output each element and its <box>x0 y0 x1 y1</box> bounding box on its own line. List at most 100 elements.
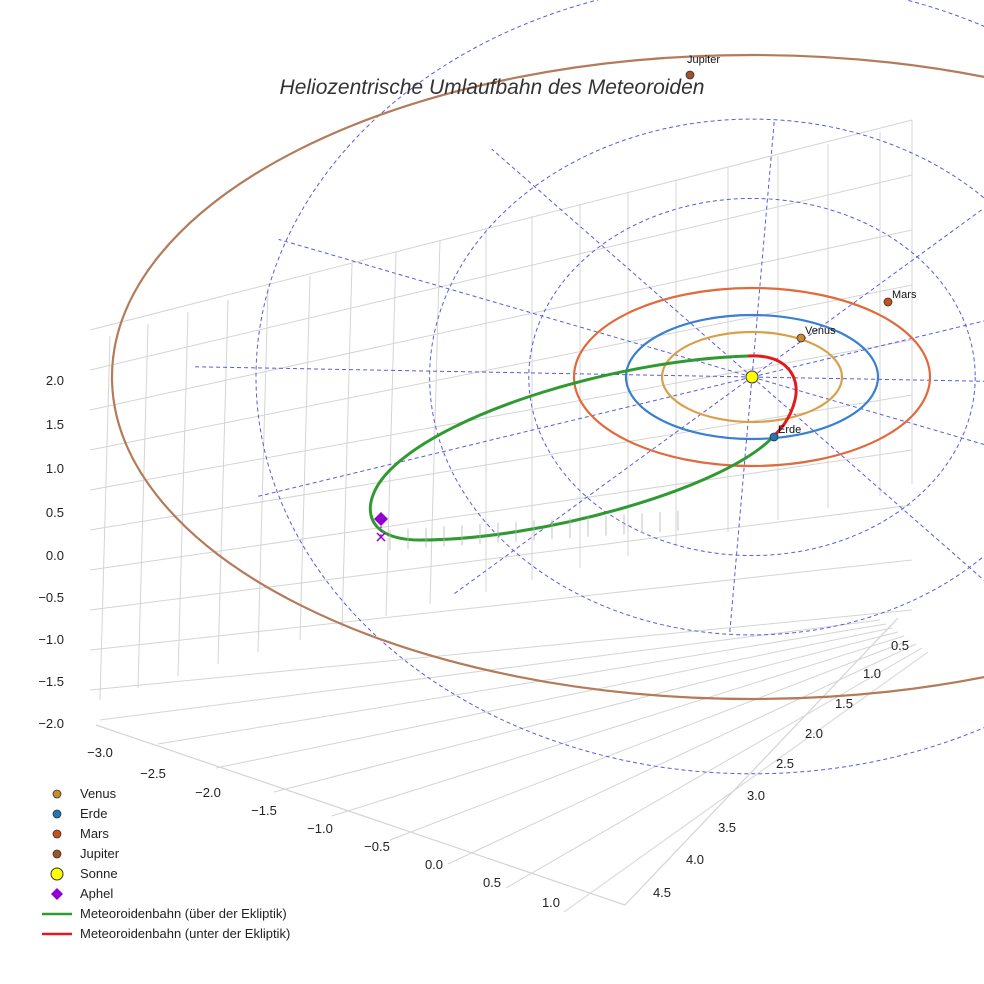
reference-ring-dashed <box>528 197 976 557</box>
reference-spoke-dashed <box>491 148 753 378</box>
floor-edge-right <box>624 617 899 906</box>
z-tick-label: 2.0 <box>46 373 64 388</box>
grid-horizontal-line <box>89 394 913 531</box>
grid-vertical-line <box>137 323 149 689</box>
z-tick-label: −1.0 <box>38 632 64 647</box>
erde-orbit <box>624 313 880 441</box>
grid-vertical-line <box>99 335 111 701</box>
markers: Venus Erde Mars Jupiter <box>374 54 917 542</box>
y-tick-label: 4.0 <box>686 852 704 867</box>
reference-spoke-dashed <box>751 376 984 581</box>
z-tick-label: 0.0 <box>46 548 64 563</box>
y-tick-label: 0.5 <box>891 638 909 653</box>
reference-spoke-dashed <box>751 320 984 378</box>
x-tick-label: −1.0 <box>307 821 333 836</box>
meteoroid-orbit-above <box>368 354 774 542</box>
legend-label: Jupiter <box>80 846 120 861</box>
grid-horizontal-line <box>89 174 913 371</box>
y-tick-label: 3.5 <box>718 820 736 835</box>
grid-vertical-line <box>299 275 311 641</box>
reference-spoke-dashed <box>192 366 753 378</box>
reference-spoke-dashed <box>729 376 753 635</box>
grid-horizontal-line <box>89 339 913 491</box>
legend-marker-diamond <box>51 888 63 900</box>
floor-edge-front <box>95 724 626 906</box>
legend-label: Erde <box>80 806 107 821</box>
z-tick-label: 1.0 <box>46 461 64 476</box>
mars-label: Mars <box>892 289 917 301</box>
reference-spoke-dashed <box>751 207 984 378</box>
grid-horizontal-line <box>89 229 913 411</box>
grid-vertical-line <box>341 263 353 629</box>
x-tick-label: 1.0 <box>542 895 560 910</box>
grid-horizontal-line <box>89 504 913 611</box>
reference-spoke-dashed <box>256 376 753 498</box>
reference-ring-dashed <box>255 0 984 775</box>
legend-label: Aphel <box>80 886 113 901</box>
reference-ring-dashed <box>429 118 984 636</box>
z-tick-label: −2.0 <box>38 716 64 731</box>
x-tick-label: 0.0 <box>425 857 443 872</box>
y-tick-label: 2.5 <box>776 756 794 771</box>
chart-title: Heliozentrische Umlaufbahn des Meteoroid… <box>280 76 705 99</box>
grid-vertical-line <box>257 287 269 653</box>
y-tick-label: 3.0 <box>747 788 765 803</box>
reference-spoke-dashed <box>751 376 984 445</box>
jupiter-marker <box>685 70 695 80</box>
legend-marker-dot <box>52 809 62 819</box>
floor-grid-line <box>215 627 893 769</box>
x-tick-label: −3.0 <box>87 745 113 760</box>
venus-label: Venus <box>805 325 836 337</box>
erde-label: Erde <box>778 424 801 436</box>
mars-orbit <box>572 286 932 468</box>
y-tick-label: 1.5 <box>835 696 853 711</box>
grid-horizontal-line <box>89 119 913 331</box>
reference-spoke-dashed <box>751 376 984 382</box>
legend-label: Venus <box>80 786 117 801</box>
legend-marker-dot <box>52 829 62 839</box>
grid-panes <box>89 119 929 913</box>
y-tick-label: 2.0 <box>805 726 823 741</box>
x-tick-label: −2.0 <box>195 785 221 800</box>
legend: Venus Erde Mars Jupiter Sonne Aphel Meteoroide… <box>42 786 290 941</box>
aphel-marker <box>374 512 388 526</box>
orbits <box>111 0 984 775</box>
jupiter-orbit <box>111 53 984 701</box>
floor-grid-line <box>273 631 899 793</box>
reference-spoke-dashed <box>278 238 753 378</box>
x-tick-label: −1.5 <box>251 803 277 818</box>
legend-marker-dot <box>52 849 62 859</box>
floor-grid-line <box>331 635 905 817</box>
floor-grid-line <box>563 651 929 913</box>
legend-label: Meteoroidenbahn (unter der Ekliptik) <box>80 926 290 941</box>
grid-vertical-line <box>217 299 229 665</box>
erde-marker <box>769 432 779 442</box>
legend-label: Sonne <box>80 866 118 881</box>
x-tick-label: −2.5 <box>140 766 166 781</box>
venus-orbit <box>660 330 844 424</box>
x-tick-label: −0.5 <box>364 839 390 854</box>
grid-vertical-line <box>385 251 397 617</box>
grid-vertical-line <box>177 311 189 677</box>
grid-horizontal-line <box>89 449 913 571</box>
sun-marker <box>745 370 759 384</box>
floor-grid-line <box>157 623 887 745</box>
z-tick-label: 1.5 <box>46 417 64 432</box>
z-tick-label: 0.5 <box>46 505 64 520</box>
axis-ticks: 2.0 1.5 1.0 0.5 0.0 −0.5 −1.0 −1.5 −2.0 −3.0 −2.5 −… <box>38 373 909 910</box>
grid-horizontal-line <box>89 609 913 691</box>
reference-spoke-dashed <box>751 119 775 378</box>
mars-marker <box>883 297 893 307</box>
grid-horizontal-line <box>89 559 913 651</box>
legend-label: Meteoroidenbahn (über der Ekliptik) <box>80 906 287 921</box>
floor-grid-line <box>389 639 911 841</box>
meteoroid-orbit-below <box>747 354 798 440</box>
y-tick-label: 4.5 <box>653 885 671 900</box>
z-tick-label: −0.5 <box>38 590 64 605</box>
venus-marker <box>796 333 806 343</box>
reference-spoke-dashed <box>452 376 753 596</box>
legend-marker-dot <box>52 789 62 799</box>
floor-grid-line <box>505 647 923 889</box>
aphel-projection-x <box>376 532 386 542</box>
